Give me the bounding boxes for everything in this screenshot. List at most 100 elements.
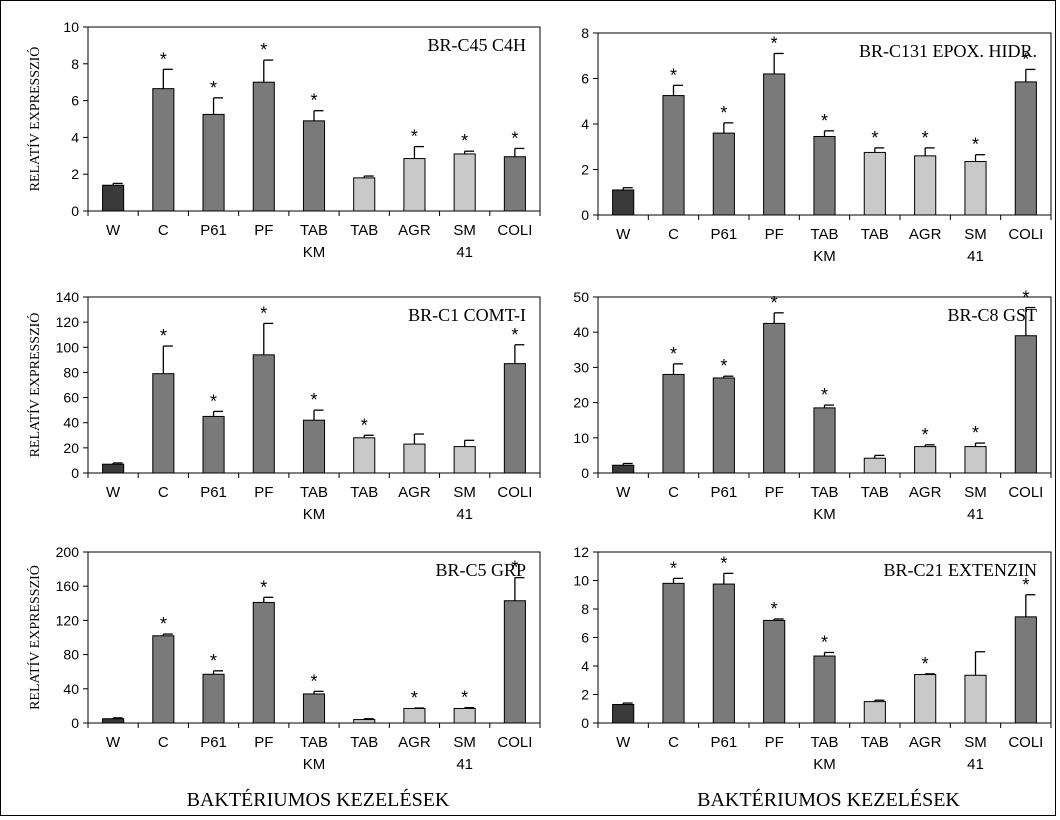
y-tick-label: 6 bbox=[581, 71, 589, 87]
x-tick-label: C bbox=[158, 734, 169, 751]
x-tick-label: SM bbox=[964, 734, 987, 751]
chart-panel: 0 40 80 120 160 200 W * C * P61 * PF * TAB KM TAB * AGR * SM… bbox=[26, 544, 541, 811]
chart-title: BR-C8 GST bbox=[947, 305, 1037, 325]
x-tick-label: PF bbox=[254, 222, 273, 239]
x-tick-label: TAB bbox=[861, 734, 889, 751]
y-tick-label: 120 bbox=[56, 314, 80, 330]
significance-star: * bbox=[260, 303, 267, 323]
significance-star: * bbox=[771, 293, 778, 313]
significance-star: * bbox=[871, 128, 878, 148]
chart-title: BR-C131 EPOX. HIDR. bbox=[859, 41, 1037, 61]
bar bbox=[252, 601, 275, 724]
x-tick-label: C bbox=[668, 226, 679, 243]
significance-star: * bbox=[310, 91, 317, 111]
y-tick-label: 0 bbox=[71, 465, 79, 481]
x-tick-label: 41 bbox=[456, 756, 473, 773]
x-tick-label: TAB bbox=[861, 226, 889, 243]
bar bbox=[503, 156, 526, 212]
x-tick-label: TAB bbox=[300, 222, 328, 239]
x-tick-label: 41 bbox=[967, 248, 984, 265]
bar bbox=[152, 635, 175, 724]
bar bbox=[612, 189, 635, 216]
x-tick-label: KM bbox=[303, 244, 326, 261]
x-tick-label: 41 bbox=[456, 506, 473, 523]
x-tick-label: C bbox=[668, 734, 679, 751]
bar bbox=[403, 158, 426, 212]
x-tick-label: TAB bbox=[350, 484, 378, 501]
bar bbox=[353, 177, 376, 212]
chart-title: BR-C5 GRP bbox=[435, 560, 526, 580]
significance-star: * bbox=[310, 390, 317, 410]
x-tick-label: W bbox=[106, 734, 121, 751]
x-tick-label: COLI bbox=[1008, 734, 1043, 751]
significance-star: * bbox=[1022, 288, 1029, 308]
significance-star: * bbox=[210, 651, 217, 671]
bar bbox=[252, 354, 275, 474]
y-tick-label: 80 bbox=[63, 364, 79, 380]
significance-star: * bbox=[160, 614, 167, 634]
y-tick-label: 200 bbox=[56, 544, 80, 560]
bar bbox=[813, 136, 836, 216]
y-tick-label: 60 bbox=[63, 390, 79, 406]
significance-star: * bbox=[411, 688, 418, 708]
x-tick-label: TAB bbox=[350, 222, 378, 239]
y-tick-label: 30 bbox=[573, 359, 589, 375]
y-tick-label: 20 bbox=[63, 440, 79, 456]
y-tick-label: 2 bbox=[71, 166, 79, 182]
y-tick-label: 0 bbox=[581, 715, 589, 731]
x-tick-label: W bbox=[616, 734, 631, 751]
x-tick-label: SM bbox=[453, 734, 476, 751]
x-tick-label: P61 bbox=[200, 222, 227, 239]
x-tick-label: PF bbox=[765, 484, 784, 501]
y-tick-label: 40 bbox=[63, 415, 79, 431]
x-tick-label: TAB bbox=[810, 226, 838, 243]
significance-star: * bbox=[670, 65, 677, 85]
significance-star: * bbox=[821, 111, 828, 131]
bar bbox=[403, 443, 426, 474]
significance-star: * bbox=[1022, 49, 1029, 69]
significance-star: * bbox=[361, 415, 368, 435]
bar bbox=[102, 463, 125, 474]
y-axis-label: RELATÍV EXPRESSZIÓ bbox=[26, 47, 43, 192]
chart-panel: 0 20 40 60 80 100 120 140 W * C * P61 * PF * TAB KM * TAB AG… bbox=[26, 289, 541, 523]
y-tick-label: 0 bbox=[581, 465, 589, 481]
x-tick-label: COLI bbox=[1008, 484, 1043, 501]
bar bbox=[763, 322, 786, 474]
chart-title: BR-C1 COMT-I bbox=[408, 305, 526, 325]
x-tick-label: 41 bbox=[456, 244, 473, 261]
bar bbox=[1014, 335, 1037, 474]
x-tick-label: PF bbox=[765, 226, 784, 243]
chart-panel: 0 10 20 30 40 50 W * C * P61 * PF * TAB KM TAB * AGR * SM 41 *… bbox=[573, 288, 1052, 523]
significance-star: * bbox=[260, 40, 267, 60]
x-tick-label: W bbox=[106, 484, 121, 501]
bar bbox=[813, 407, 836, 474]
bar bbox=[964, 446, 987, 474]
y-axis-label: RELATÍV EXPRESSZIÓ bbox=[26, 565, 43, 710]
significance-star: * bbox=[670, 344, 677, 364]
x-tick-label: AGR bbox=[398, 484, 431, 501]
y-tick-label: 4 bbox=[581, 116, 589, 132]
y-tick-label: 120 bbox=[56, 612, 80, 628]
x-tick-label: W bbox=[106, 222, 121, 239]
x-tick-label: P61 bbox=[200, 484, 227, 501]
significance-star: * bbox=[720, 553, 727, 573]
bar bbox=[453, 707, 476, 724]
chart-title: BR-C21 EXTENZIN bbox=[884, 560, 1037, 580]
x-tick-label: P61 bbox=[710, 484, 737, 501]
significance-star: * bbox=[821, 632, 828, 652]
chart-panel: 0 2 4 6 8 10 12 W * C * P61 * PF * TAB KM TAB * AGR SM 41 * COL… bbox=[573, 544, 1052, 811]
significance-star: * bbox=[922, 425, 929, 445]
bar bbox=[152, 373, 175, 474]
bar bbox=[102, 184, 125, 212]
y-tick-label: 2 bbox=[581, 687, 589, 703]
significance-star: * bbox=[210, 78, 217, 98]
y-tick-label: 4 bbox=[71, 129, 79, 145]
bar bbox=[863, 151, 886, 216]
y-tick-label: 40 bbox=[573, 324, 589, 340]
y-tick-label: 8 bbox=[71, 56, 79, 72]
bar bbox=[453, 446, 476, 474]
bar bbox=[662, 582, 685, 724]
significance-star: * bbox=[922, 654, 929, 674]
y-tick-label: 8 bbox=[581, 601, 589, 617]
x-tick-label: TAB bbox=[810, 734, 838, 751]
